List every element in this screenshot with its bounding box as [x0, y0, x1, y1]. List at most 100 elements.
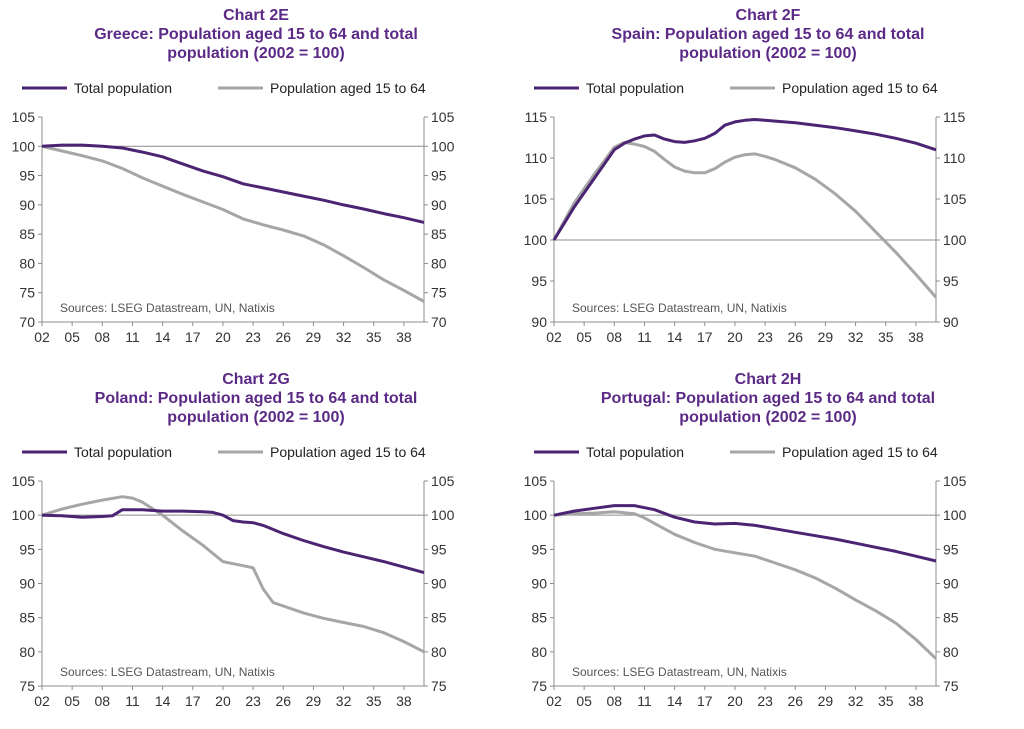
x-tick-label: 35 — [366, 329, 382, 345]
x-tick-label: 38 — [908, 693, 924, 709]
x-tick-label: 26 — [787, 329, 803, 345]
x-tick-label: 20 — [215, 693, 231, 709]
series-line-total-population — [552, 118, 937, 241]
x-tick-label: 17 — [697, 329, 713, 345]
x-tick-label: 02 — [34, 329, 50, 345]
x-tick-label: 29 — [306, 693, 322, 709]
y-tick-label-left: 95 — [531, 273, 547, 289]
x-tick-label: 08 — [607, 329, 623, 345]
y-tick-label-right: 100 — [943, 232, 967, 248]
source-note: Sources: LSEG Datastream, UN, Natixis — [572, 301, 787, 315]
source-note: Sources: LSEG Datastream, UN, Natixis — [60, 665, 275, 679]
y-tick-label-left: 70 — [19, 314, 35, 330]
x-tick-label: 11 — [125, 329, 140, 345]
legend: Total population Population aged 15 to 64 — [22, 444, 426, 460]
legend: Total population Population aged 15 to 64 — [22, 80, 426, 96]
chart-2f-plot: Total population Population aged 15 to 64… — [524, 80, 967, 345]
y-tick-label-right: 100 — [943, 507, 967, 523]
y-tick-label-right: 80 — [431, 644, 447, 660]
y-tick-label-right: 95 — [943, 541, 959, 557]
y-tick-label-right: 90 — [943, 576, 959, 592]
x-tick-label: 20 — [727, 693, 743, 709]
x-tick-label: 23 — [757, 329, 773, 345]
chart-title-line-2: population (2002 = 100) — [679, 45, 857, 62]
x-tick-label: 29 — [818, 693, 834, 709]
x-tick-label: 02 — [34, 693, 50, 709]
x-tick-label: 32 — [848, 329, 864, 345]
x-tick-label: 32 — [336, 329, 352, 345]
y-tick-label-left: 110 — [525, 150, 548, 166]
chart-2g-panel: Chart 2G Poland: Population aged 15 to 6… — [0, 364, 512, 728]
y-tick-label-right: 75 — [431, 285, 447, 301]
x-tick-label: 23 — [757, 693, 773, 709]
y-tick-label-right: 95 — [943, 273, 959, 289]
chart-2e-plot: Total population Population aged 15 to 64… — [12, 80, 455, 345]
chart-2f-panel: Chart 2F Spain: Population aged 15 to 64… — [512, 0, 1024, 364]
y-tick-label-right: 75 — [943, 678, 959, 694]
legend-label-total-population: Total population — [586, 80, 684, 96]
y-tick-label-right: 90 — [431, 197, 447, 213]
chart-title-line-2: population (2002 = 100) — [679, 409, 857, 426]
y-tick-label-right: 85 — [943, 610, 959, 626]
y-tick-label-left: 105 — [12, 109, 36, 125]
x-tick-label: 29 — [818, 329, 834, 345]
x-tick-label: 26 — [275, 693, 291, 709]
y-tick-label-right: 100 — [431, 138, 455, 154]
x-tick-label: 38 — [396, 329, 412, 345]
legend-label-aged-15-64: Population aged 15 to 64 — [270, 444, 426, 460]
y-tick-label-right: 95 — [431, 541, 447, 557]
y-tick-label-left: 100 — [524, 232, 548, 248]
chart-label: Chart 2H — [734, 371, 802, 388]
y-tick-label-right: 90 — [943, 314, 959, 330]
chart-title-line-1: Poland: Population aged 15 to 64 and tot… — [94, 390, 418, 407]
x-tick-label: 05 — [576, 329, 592, 345]
y-tick-label-left: 100 — [12, 507, 36, 523]
x-tick-label: 35 — [878, 693, 894, 709]
x-tick-label: 20 — [727, 329, 743, 345]
legend: Total population Population aged 15 to 64 — [534, 444, 938, 460]
y-tick-label-left: 90 — [531, 314, 547, 330]
x-tick-label: 08 — [95, 693, 111, 709]
x-tick-label: 35 — [878, 329, 894, 345]
y-tick-label-left: 95 — [19, 168, 35, 184]
y-tick-label-right: 105 — [431, 473, 455, 489]
y-tick-label-left: 85 — [19, 610, 35, 626]
y-tick-label-left: 75 — [531, 678, 547, 694]
legend-label-total-population: Total population — [74, 80, 172, 96]
x-tick-label: 38 — [908, 329, 924, 345]
x-tick-label: 23 — [245, 693, 261, 709]
x-tick-label: 38 — [396, 693, 412, 709]
x-tick-label: 20 — [215, 329, 231, 345]
series-line-total-population — [553, 504, 937, 563]
legend-label-aged-15-64: Population aged 15 to 64 — [270, 80, 426, 96]
y-tick-label-left: 95 — [19, 541, 35, 557]
chart-title-line-1: Portugal: Population aged 15 to 64 and t… — [600, 390, 936, 407]
y-tick-label-left: 75 — [19, 285, 35, 301]
x-tick-label: 02 — [546, 693, 562, 709]
y-tick-label-left: 85 — [19, 226, 35, 242]
x-tick-label: 05 — [64, 693, 80, 709]
y-tick-label-left: 105 — [524, 191, 548, 207]
x-tick-label: 05 — [64, 329, 80, 345]
chart-2e-panel: Chart 2E Greece: Population aged 15 to 6… — [0, 0, 512, 364]
x-tick-label: 17 — [185, 329, 201, 345]
series-line-total-population — [41, 508, 425, 575]
y-tick-label-right: 115 — [943, 109, 966, 125]
y-tick-label-right: 105 — [943, 473, 967, 489]
chart-2h-plot: Total population Population aged 15 to 64… — [524, 444, 967, 709]
series-line-total-population — [41, 143, 425, 224]
y-tick-label-left: 100 — [12, 138, 36, 154]
x-tick-label: 26 — [275, 329, 291, 345]
y-tick-label-right: 90 — [431, 576, 447, 592]
x-tick-label: 32 — [336, 693, 352, 709]
chart-title-line-1: Greece: Population aged 15 to 64 and tot… — [94, 26, 418, 43]
x-tick-label: 29 — [306, 329, 322, 345]
y-tick-label-left: 80 — [531, 644, 547, 660]
legend: Total population Population aged 15 to 64 — [534, 80, 938, 96]
chart-title-line-2: population (2002 = 100) — [167, 409, 345, 426]
y-tick-label-right: 85 — [431, 226, 447, 242]
y-tick-label-right: 75 — [431, 678, 447, 694]
y-tick-label-left: 100 — [524, 507, 548, 523]
x-tick-label: 11 — [125, 693, 140, 709]
source-note: Sources: LSEG Datastream, UN, Natixis — [60, 301, 275, 315]
